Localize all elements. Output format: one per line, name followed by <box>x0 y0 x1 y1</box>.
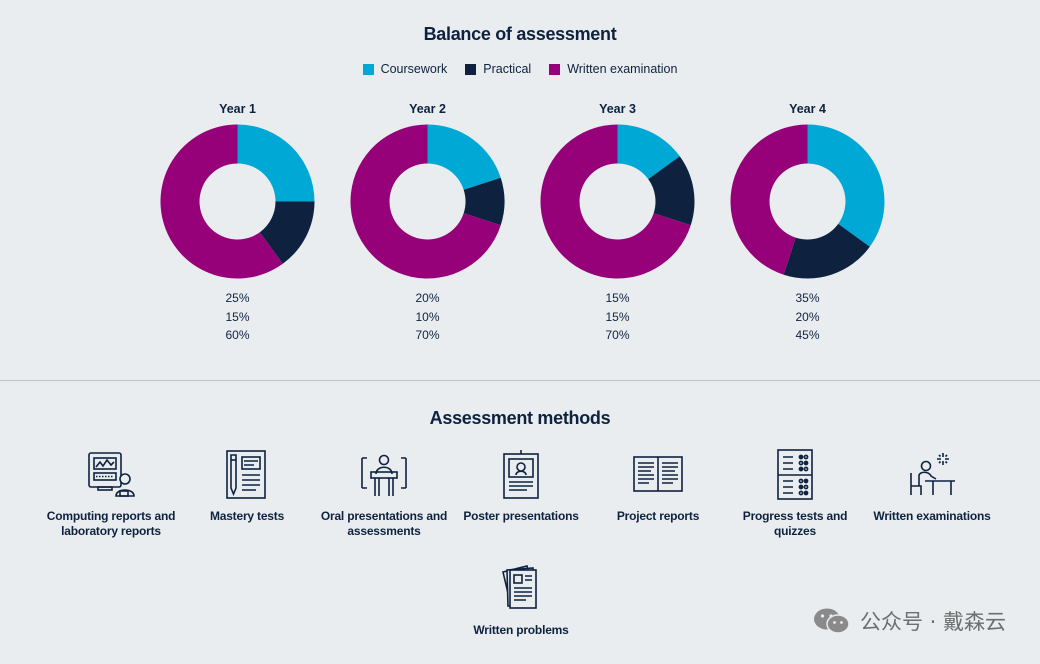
wechat-icon <box>813 608 850 634</box>
method-label: Oral presentations and assessments <box>320 509 448 538</box>
chart-year-3: Year 3 15% 15% 70% <box>540 102 695 345</box>
methods-title: Assessment methods <box>429 408 611 428</box>
donut-slice-written-examination <box>160 124 283 279</box>
donut-slice-written-examination <box>350 124 501 279</box>
lectern-icon <box>361 454 407 496</box>
legend-item-coursework: Coursework <box>362 62 448 76</box>
method-computing-reports: Computing reports and laboratory reports <box>41 448 181 539</box>
value-practical: 20% <box>795 309 820 324</box>
chart-year-title: Year 4 <box>789 102 826 116</box>
value-practical: 15% <box>225 309 250 324</box>
legend-label: Coursework <box>380 62 448 76</box>
section-divider <box>0 380 1040 381</box>
percent-values: 15% 15% 70% <box>605 289 629 345</box>
donut-charts: Year 1 25% 15% 60% Year 2 20% 10% 70% Ye… <box>160 102 885 345</box>
donut-slice-written-examination <box>540 124 691 279</box>
method-label: Written problems <box>473 623 569 637</box>
legend: Coursework Practical Written examination <box>0 62 1040 76</box>
method-label: Poster presentations <box>463 509 579 523</box>
legend-label: Practical <box>483 62 532 76</box>
method-project-reports: Project reports <box>588 448 728 524</box>
method-label: Written examinations <box>873 509 991 523</box>
value-coursework: 20% <box>415 291 440 305</box>
method-mastery-tests: Mastery tests <box>177 448 317 524</box>
value-written-examination: 70% <box>415 328 440 342</box>
donut-chart <box>350 124 505 279</box>
poster-icon <box>503 450 539 499</box>
computer-user-icon <box>88 452 135 497</box>
method-poster-presentations: Poster presentations <box>451 448 591 524</box>
method-written-examinations: Written examinations <box>862 448 1002 524</box>
method-label: Project reports <box>616 509 700 523</box>
legend-swatch <box>362 63 374 75</box>
value-coursework: 25% <box>225 291 250 305</box>
open-report-icon <box>633 456 683 492</box>
donut-slice-coursework <box>427 124 501 190</box>
donut-slice-practical <box>783 223 870 279</box>
donut-chart <box>540 124 695 279</box>
method-label: Progress tests and quizzes <box>742 509 848 538</box>
chart-title: Balance of assessment <box>423 24 617 44</box>
donut-slice-coursework <box>237 124 315 202</box>
donut-chart <box>730 124 885 279</box>
exam-desk-icon <box>910 453 955 495</box>
percent-values: 35% 20% 45% <box>795 289 819 345</box>
method-label: Mastery tests <box>209 509 285 523</box>
legend-swatch <box>549 63 561 75</box>
checklist-icon <box>777 449 813 500</box>
percent-values: 20% 10% 70% <box>415 289 439 345</box>
donut-slice-written-examination <box>730 124 808 275</box>
method-label: Computing reports and laboratory reports <box>46 509 176 538</box>
legend-swatch <box>465 63 477 75</box>
test-paper-icon <box>226 450 266 499</box>
value-written-examination: 60% <box>225 328 250 342</box>
watermark-text: 公众号 · 戴森云 <box>859 610 1006 634</box>
value-coursework: 15% <box>605 291 630 305</box>
donut-slice-coursework <box>617 124 680 180</box>
donut-chart <box>160 124 315 279</box>
donut-slice-practical <box>648 156 695 226</box>
legend-label: Written examination <box>567 62 678 76</box>
value-coursework: 35% <box>795 291 820 305</box>
method-written-problems: Written problems <box>451 562 591 638</box>
paper-stack-icon <box>502 565 537 609</box>
chart-year-title: Year 2 <box>409 102 446 116</box>
value-practical: 10% <box>415 309 440 324</box>
donut-slice-practical <box>259 201 315 264</box>
chart-year-2: Year 2 20% 10% 70% <box>350 102 505 345</box>
method-progress-tests: Progress tests and quizzes <box>725 448 865 539</box>
value-practical: 15% <box>605 309 630 324</box>
method-oral-presentations: Oral presentations and assessments <box>314 448 454 539</box>
chart-year-title: Year 1 <box>219 102 256 116</box>
legend-item-practical: Practical <box>465 62 531 76</box>
value-written-examination: 45% <box>795 328 820 342</box>
chart-year-4: Year 4 35% 20% 45% <box>730 102 885 345</box>
percent-values: 25% 15% 60% <box>225 289 249 345</box>
value-written-examination: 70% <box>605 328 630 342</box>
legend-item-written-examination: Written examination <box>549 62 677 76</box>
chart-year-1: Year 1 25% 15% 60% <box>160 102 315 345</box>
donut-slice-coursework <box>807 124 885 247</box>
chart-year-title: Year 3 <box>599 102 636 116</box>
watermark: 公众号 · 戴森云 <box>812 606 1006 636</box>
donut-slice-practical <box>463 177 505 226</box>
